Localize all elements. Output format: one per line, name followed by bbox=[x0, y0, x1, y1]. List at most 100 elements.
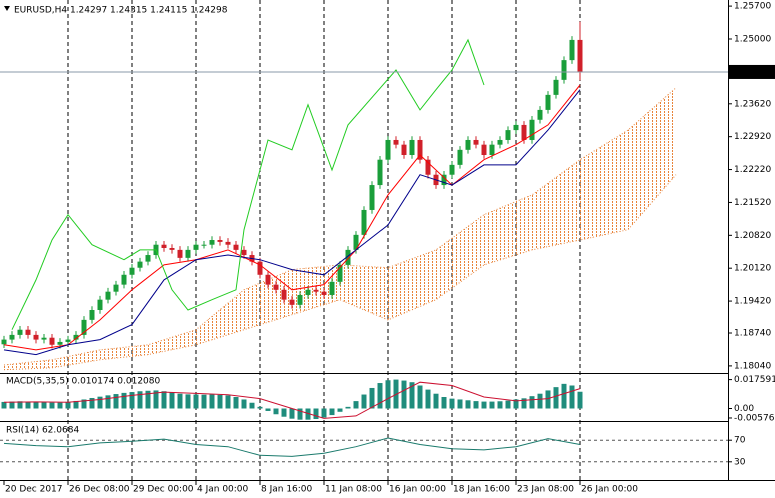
macd-bar bbox=[241, 399, 247, 409]
candle-body bbox=[121, 274, 127, 285]
macd-bar bbox=[89, 397, 95, 409]
candle-body bbox=[225, 241, 231, 245]
macd-bar bbox=[529, 396, 535, 409]
macd-bar bbox=[113, 394, 119, 409]
indicator-line bbox=[3, 89, 581, 356]
candle-body bbox=[449, 164, 455, 175]
macd-bar bbox=[353, 401, 359, 409]
macd-bar bbox=[153, 390, 159, 409]
chart-title: EURUSD,H4 1.24297 1.24315 1.24115 1.2429… bbox=[14, 6, 228, 16]
y-tick-label: 1.22920 bbox=[734, 132, 771, 142]
macd-bar bbox=[41, 402, 47, 409]
candle-body bbox=[41, 337, 47, 340]
macd-bar bbox=[289, 408, 295, 419]
candle-body bbox=[577, 39, 583, 72]
macd-bar bbox=[201, 394, 207, 409]
y-tick-label: 70 bbox=[734, 436, 746, 446]
macd-bar bbox=[193, 394, 199, 409]
menu-icon[interactable] bbox=[4, 6, 10, 11]
macd-bar bbox=[33, 401, 39, 409]
candle-body bbox=[145, 255, 151, 262]
cloud-span bbox=[3, 87, 677, 366]
macd-bar bbox=[265, 408, 271, 411]
macd-bar bbox=[457, 399, 463, 409]
macd-bar bbox=[137, 391, 143, 409]
macd-bar bbox=[505, 400, 511, 409]
macd-bar bbox=[513, 399, 519, 409]
candle-body bbox=[265, 274, 271, 285]
macd-bar bbox=[73, 400, 79, 409]
candle-body bbox=[105, 291, 111, 300]
macd-bar bbox=[425, 389, 431, 409]
macd-bar bbox=[497, 401, 503, 409]
candle-body bbox=[185, 249, 191, 258]
candle-body bbox=[193, 244, 199, 250]
macd-bar bbox=[9, 401, 15, 409]
candle-body bbox=[361, 209, 367, 235]
candle-body bbox=[161, 244, 167, 248]
macd-bar bbox=[105, 395, 111, 409]
candle-body bbox=[465, 139, 471, 150]
candle-body bbox=[313, 289, 319, 292]
candle-body bbox=[233, 244, 239, 250]
x-tick-label: 23 Jan 08:00 bbox=[517, 485, 574, 495]
macd-bar bbox=[169, 392, 175, 409]
candle-body bbox=[457, 149, 463, 165]
candle-body bbox=[425, 159, 431, 175]
macd-bar bbox=[65, 401, 71, 409]
macd-bar bbox=[121, 392, 127, 409]
last-price-label: 1.24298 bbox=[734, 67, 771, 77]
macd-bar bbox=[569, 385, 575, 409]
candle-body bbox=[537, 109, 543, 120]
y-tick-label: 1.18040 bbox=[734, 361, 771, 371]
candle-body bbox=[169, 248, 175, 250]
candle-body bbox=[9, 334, 15, 340]
candle-body bbox=[241, 249, 247, 256]
macd-bar bbox=[217, 394, 223, 409]
y-tick-label: 1.25000 bbox=[734, 34, 771, 44]
x-tick-label: 16 Jan 00:00 bbox=[389, 485, 446, 495]
macd-bar bbox=[25, 401, 31, 409]
candle-body bbox=[289, 299, 295, 305]
candle-body bbox=[369, 185, 375, 210]
macd-bar bbox=[545, 390, 551, 409]
macd-bar bbox=[321, 408, 327, 418]
candle-body bbox=[273, 284, 279, 290]
macd-bar bbox=[329, 408, 335, 416]
macd-bar bbox=[537, 393, 543, 409]
candle-body bbox=[553, 79, 559, 95]
candle-body bbox=[321, 291, 327, 295]
y-tick-label: 30 bbox=[734, 457, 746, 467]
macd-bar bbox=[225, 395, 231, 409]
candle-body bbox=[489, 144, 495, 155]
macd-bar bbox=[553, 387, 559, 409]
candle-body bbox=[529, 119, 535, 140]
x-tick-label: 11 Jan 08:00 bbox=[325, 485, 382, 495]
y-tick-label: 1.18740 bbox=[734, 329, 771, 339]
rsi-title: RSI(14) 62.0684 bbox=[6, 426, 79, 436]
candle-body bbox=[337, 264, 343, 282]
candle-body bbox=[345, 249, 351, 265]
macd-bar bbox=[273, 408, 279, 415]
macd-bar bbox=[145, 390, 151, 409]
macd-bar bbox=[449, 398, 455, 409]
rsi-line bbox=[3, 437, 581, 457]
candle-body bbox=[545, 94, 551, 110]
y-tick-label: 1.25700 bbox=[734, 2, 771, 12]
candle-body bbox=[129, 267, 135, 275]
macd-bar bbox=[417, 385, 423, 409]
macd-bar bbox=[185, 394, 191, 409]
candle-body bbox=[73, 334, 79, 340]
x-tick-label: 26 Dec 08:00 bbox=[69, 485, 130, 495]
candle-body bbox=[33, 334, 39, 340]
macd-bar bbox=[473, 401, 479, 409]
candle-body bbox=[353, 234, 359, 250]
macd-bar bbox=[521, 398, 527, 409]
candle-body bbox=[65, 339, 71, 342]
candle-body bbox=[385, 139, 391, 160]
macd-bar bbox=[313, 408, 319, 420]
candle-body bbox=[1, 339, 7, 345]
macd-bar bbox=[481, 401, 487, 409]
